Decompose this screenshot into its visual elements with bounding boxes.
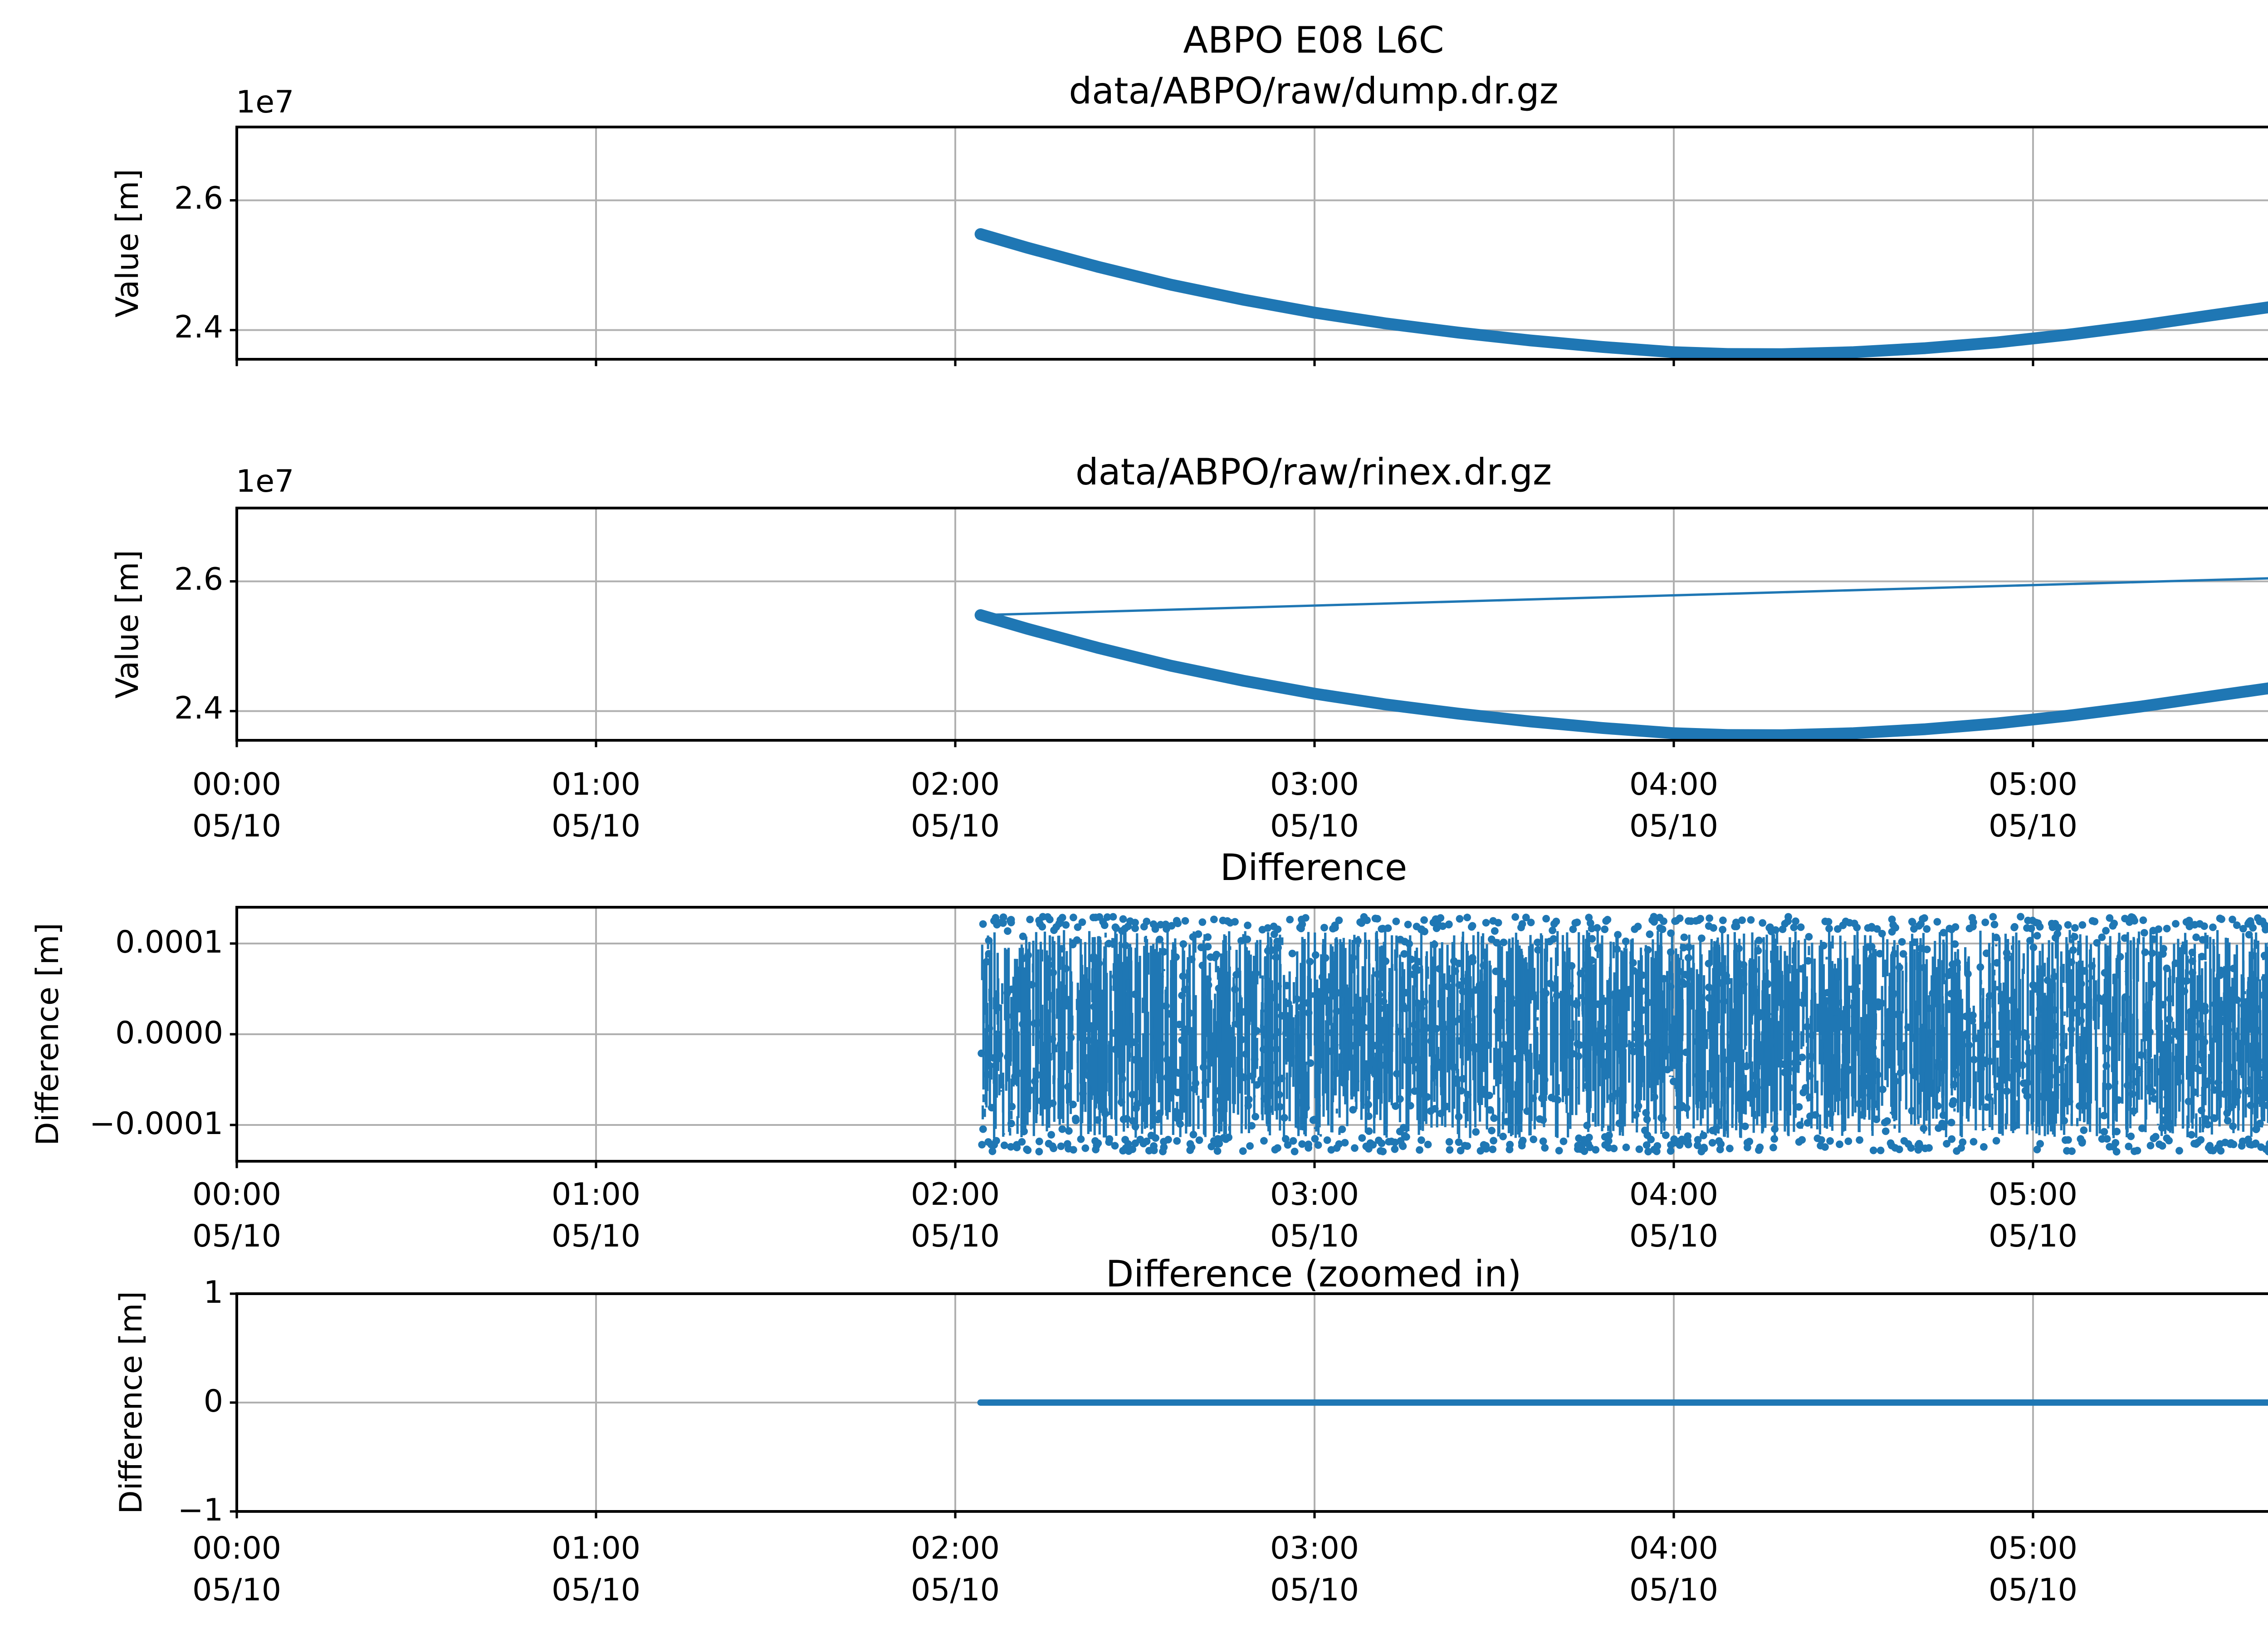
xtick-time: 05:00	[1989, 768, 2077, 804]
xtick-label-difference-4: 04:00 05/10	[1587, 1176, 1761, 1259]
xtick-date: 05/10	[911, 1219, 1000, 1256]
xtick-label-difference-3: 03:00 05/10	[1227, 1176, 1402, 1259]
subplot-difference	[230, 906, 2268, 1169]
plot3-title: Difference	[1220, 846, 1408, 889]
xtick-time: 04:00	[1629, 1531, 1718, 1568]
xtick-date: 05/10	[1629, 1573, 1718, 1609]
xtick-time: 00:00	[192, 768, 281, 804]
plot1-title: data/ABPO/raw/dump.dr.gz	[1069, 69, 1559, 112]
ytick-label-rinex-1: 2.6	[174, 562, 223, 599]
xtick-time: 00:00	[192, 1531, 281, 1568]
subplot-dump	[230, 126, 2268, 367]
xtick-date: 05/10	[911, 1573, 1000, 1609]
xtick-time: 04:00	[1629, 768, 1718, 804]
axes-spines	[235, 126, 2268, 361]
xtick-time: 01:00	[552, 1531, 640, 1568]
xtick-label-rinex-3: 03:00 05/10	[1227, 766, 1402, 849]
xtick-label-difference-zoomed-2: 02:00 05/10	[868, 1530, 1042, 1613]
ytick-label-difference-1: 0.0000	[115, 1015, 223, 1051]
xtick-time: 02:00	[911, 768, 1000, 804]
axes-spines	[235, 507, 2268, 742]
xtick-label-difference-zoomed-1: 01:00 05/10	[509, 1530, 683, 1613]
xtick-date: 05/10	[192, 1573, 281, 1609]
xtick-label-rinex-2: 02:00 05/10	[868, 766, 1042, 849]
xtick-time: 03:00	[1270, 768, 1359, 804]
wrap-line	[979, 577, 2268, 616]
xtick-label-difference-zoomed-3: 03:00 05/10	[1227, 1530, 1402, 1613]
plot1-offset-text: 1e7	[236, 85, 294, 122]
xtick-label-difference-2: 02:00 05/10	[868, 1176, 1042, 1259]
xtick-label-rinex-1: 01:00 05/10	[509, 766, 683, 849]
xtick-date: 05/10	[1270, 809, 1359, 846]
xtick-time: 01:00	[552, 1178, 640, 1214]
difference-noise	[978, 913, 2268, 1156]
xtick-label-rinex-4: 04:00 05/10	[1587, 766, 1761, 849]
xtick-date: 05/10	[1629, 809, 1718, 846]
ytick-label-dump-1: 2.6	[174, 181, 223, 218]
xtick-time: 04:00	[1629, 1178, 1718, 1214]
xtick-label-rinex-5: 05:00 05/10	[1946, 766, 2120, 849]
plot3-ylabel: Difference [m]	[31, 923, 67, 1146]
subplot-rinex	[230, 507, 2268, 748]
xtick-label-rinex-0: 00:00 05/10	[150, 766, 324, 849]
xtick-time: 00:00	[192, 1178, 281, 1214]
xtick-date: 05/10	[1629, 1219, 1718, 1256]
xtick-date: 05/10	[552, 1219, 640, 1256]
xtick-date: 05/10	[552, 1573, 640, 1609]
xtick-label-difference-zoomed-4: 04:00 05/10	[1587, 1530, 1761, 1613]
xtick-date: 05/10	[192, 1219, 281, 1256]
plot2-offset-text: 1e7	[236, 464, 294, 501]
pseudorange-dump	[974, 228, 2268, 360]
xtick-time: 02:00	[911, 1178, 1000, 1214]
xtick-label-difference-zoomed-0: 00:00 05/10	[150, 1530, 324, 1613]
xtick-date: 05/10	[1989, 1219, 2077, 1256]
xtick-date: 05/10	[1270, 1219, 1359, 1256]
xtick-label-difference-5: 05:00 05/10	[1946, 1176, 2120, 1259]
xtick-date: 05/10	[1989, 1573, 2077, 1609]
ytick-label-difference-zoomed-2: −1	[177, 1492, 223, 1529]
ytick-label-difference-zoomed-0: 1	[203, 1275, 223, 1311]
xtick-label-difference-zoomed-5: 05:00 05/10	[1946, 1530, 2120, 1613]
ytick-label-difference-2: −0.0001	[89, 1106, 223, 1142]
plot2-title: data/ABPO/raw/rinex.dr.gz	[1075, 450, 1552, 494]
ytick-label-rinex-0: 2.4	[174, 692, 223, 728]
xtick-time: 03:00	[1270, 1178, 1359, 1214]
ytick-label-dump-0: 2.4	[174, 311, 223, 347]
xtick-date: 05/10	[1270, 1573, 1359, 1609]
figure-suptitle: ABPO E08 L6C	[1183, 18, 1444, 62]
xtick-label-difference-1: 01:00 05/10	[509, 1176, 683, 1259]
plot4-title: Difference (zoomed in)	[1105, 1252, 1522, 1296]
pseudorange-rinex	[974, 609, 2268, 741]
xtick-date: 05/10	[552, 809, 640, 846]
xtick-time: 01:00	[552, 768, 640, 804]
xtick-date: 05/10	[192, 809, 281, 846]
xtick-time: 03:00	[1270, 1531, 1359, 1568]
xtick-date: 05/10	[1989, 809, 2077, 846]
xtick-date: 05/10	[911, 809, 1000, 846]
subplot-difference-zoomed	[230, 1292, 2268, 1519]
xtick-time: 05:00	[1989, 1531, 2077, 1568]
xtick-time: 02:00	[911, 1531, 1000, 1568]
xtick-label-difference-0: 00:00 05/10	[150, 1176, 324, 1259]
xtick-time: 05:00	[1989, 1178, 2077, 1214]
ytick-label-difference-0: 0.0001	[115, 924, 223, 961]
ytick-label-difference-zoomed-1: 0	[203, 1384, 223, 1420]
